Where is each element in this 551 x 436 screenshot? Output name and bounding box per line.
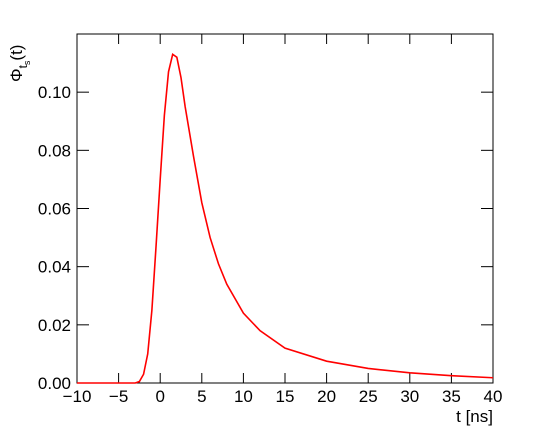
x-tick-label: 40 (484, 387, 503, 406)
y-label-subsub: s (22, 60, 32, 65)
x-tick-label: 10 (234, 387, 253, 406)
x-axis-label: t [ns] (456, 407, 493, 426)
y-tick-label: 0.06 (38, 200, 71, 219)
x-tick-label: 0 (155, 387, 164, 406)
x-tick-label: 30 (400, 387, 419, 406)
y-tick-label: 0.08 (38, 141, 71, 160)
y-tick-label: 0.02 (38, 316, 71, 335)
x-tick-label: 25 (359, 387, 378, 406)
plot-frame (76, 33, 494, 384)
x-tick-label: −5 (109, 387, 128, 406)
y-tick-label: 0.04 (38, 258, 71, 277)
x-tick-label: 5 (197, 387, 206, 406)
y-tick-label: 0.10 (38, 83, 71, 102)
x-tick-label: 35 (442, 387, 461, 406)
x-tick-label: 20 (317, 387, 336, 406)
y-axis-label: Φts(t) (7, 45, 32, 82)
y-label-symbol: Φ (7, 68, 26, 82)
y-label-sub: t (16, 64, 30, 68)
y-tick-label: 0.00 (38, 374, 71, 393)
x-tick-label: −10 (63, 387, 92, 406)
x-tick-label: 15 (276, 387, 295, 406)
y-label-arg: (t) (7, 45, 26, 61)
line-series (77, 53, 494, 384)
